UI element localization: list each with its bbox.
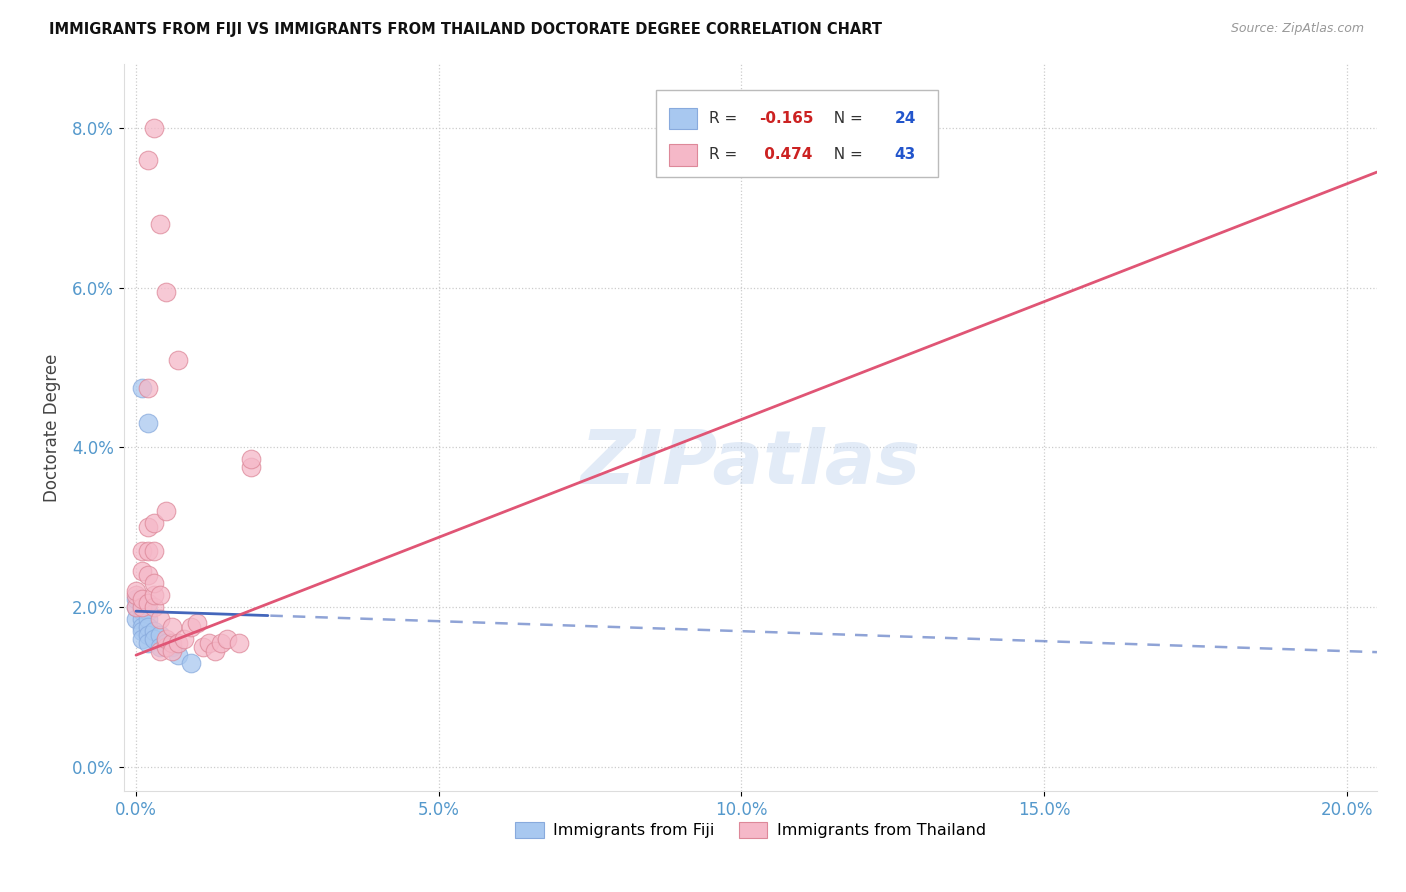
Point: [136, 620, 159, 634]
Point: [136, 636, 159, 650]
Point: [131, 592, 153, 607]
Point: [125, 600, 148, 615]
Text: Source: ZipAtlas.com: Source: ZipAtlas.com: [1230, 22, 1364, 36]
FancyBboxPatch shape: [669, 144, 696, 166]
Point: [162, 644, 184, 658]
Point: [143, 120, 166, 135]
Text: R =: R =: [709, 147, 742, 162]
Point: [131, 600, 153, 615]
Point: [136, 417, 159, 431]
Point: [240, 452, 263, 467]
Text: 43: 43: [894, 147, 915, 162]
Point: [125, 592, 148, 607]
Point: [162, 620, 184, 634]
Text: IMMIGRANTS FROM FIJI VS IMMIGRANTS FROM THAILAND DOCTORATE DEGREE CORRELATION CH: IMMIGRANTS FROM FIJI VS IMMIGRANTS FROM …: [49, 22, 882, 37]
Point: [155, 285, 177, 299]
Point: [180, 656, 202, 670]
FancyBboxPatch shape: [669, 108, 696, 129]
Point: [155, 640, 177, 655]
Point: [149, 612, 172, 626]
Point: [143, 624, 166, 639]
Point: [191, 640, 214, 655]
Point: [136, 604, 159, 618]
Y-axis label: Doctorate Degree: Doctorate Degree: [44, 353, 60, 501]
Point: [131, 632, 153, 647]
Point: [143, 588, 166, 602]
Point: [136, 628, 159, 642]
Point: [131, 544, 153, 558]
Text: N =: N =: [824, 112, 868, 126]
Point: [136, 153, 159, 167]
Point: [143, 576, 166, 591]
Point: [125, 584, 148, 599]
Point: [173, 632, 195, 647]
Text: ZIPatlas: ZIPatlas: [581, 427, 921, 500]
Point: [143, 600, 166, 615]
Text: R =: R =: [709, 112, 742, 126]
Point: [209, 636, 232, 650]
Point: [136, 520, 159, 534]
Point: [204, 644, 226, 658]
Point: [131, 600, 153, 615]
Point: [197, 636, 219, 650]
Point: [125, 612, 148, 626]
Point: [131, 624, 153, 639]
Point: [131, 380, 153, 394]
Point: [125, 588, 148, 602]
Point: [131, 620, 153, 634]
Point: [149, 644, 172, 658]
Text: -0.165: -0.165: [759, 112, 814, 126]
Point: [162, 636, 184, 650]
Point: [136, 544, 159, 558]
Point: [155, 632, 177, 647]
Text: N =: N =: [824, 147, 868, 162]
Point: [149, 588, 172, 602]
Point: [149, 628, 172, 642]
Point: [167, 636, 190, 650]
Legend: Immigrants from Fiji, Immigrants from Thailand: Immigrants from Fiji, Immigrants from Th…: [509, 816, 993, 845]
Point: [131, 612, 153, 626]
Point: [131, 604, 153, 618]
Point: [125, 600, 148, 615]
Point: [149, 640, 172, 655]
Point: [228, 636, 250, 650]
Point: [131, 564, 153, 578]
FancyBboxPatch shape: [657, 89, 938, 177]
Point: [143, 516, 166, 531]
Point: [186, 616, 208, 631]
Point: [136, 612, 159, 626]
Point: [180, 620, 202, 634]
Text: 0.474: 0.474: [759, 147, 813, 162]
Point: [143, 632, 166, 647]
Point: [240, 460, 263, 475]
Text: 24: 24: [894, 112, 915, 126]
Point: [167, 352, 190, 367]
Point: [155, 504, 177, 518]
Point: [136, 568, 159, 582]
Point: [167, 648, 190, 662]
Point: [155, 636, 177, 650]
Point: [162, 640, 184, 655]
Point: [136, 596, 159, 610]
Point: [136, 380, 159, 394]
Point: [149, 217, 172, 231]
Point: [215, 632, 238, 647]
Point: [143, 544, 166, 558]
